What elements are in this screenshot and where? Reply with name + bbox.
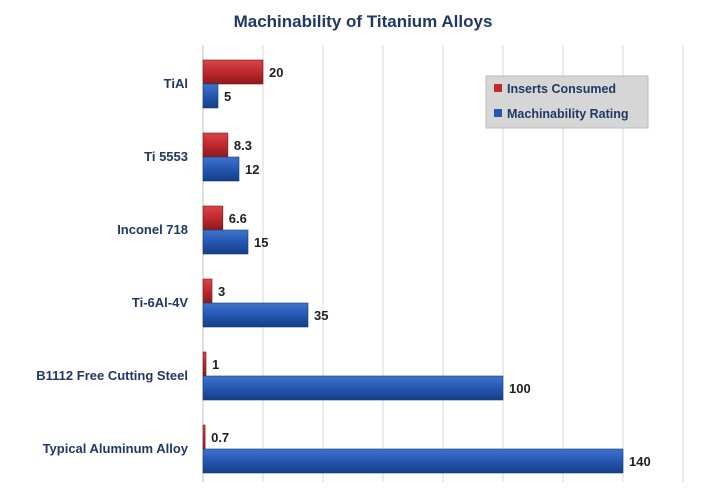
data-label: 6.6 (229, 211, 247, 226)
bar-machinability-rating (202, 156, 240, 182)
bar-machinability-rating (202, 83, 219, 109)
legend-background (485, 75, 649, 129)
legend: Inserts Consumed Machinability Rating (485, 75, 649, 129)
legend-entry: Machinability Rating (507, 107, 629, 121)
data-label: 12 (245, 162, 259, 177)
legend-entry: Inserts Consumed (507, 82, 616, 96)
bar-inserts-consumed (202, 278, 213, 304)
category-label: Ti 5553 (144, 149, 188, 164)
bar-inserts-consumed (202, 351, 207, 377)
category-label: Inconel 718 (117, 222, 188, 237)
bar-inserts-consumed (202, 132, 229, 158)
data-label: 0.7 (211, 430, 229, 445)
chart-title: Machinability of Titanium Alloys (233, 12, 493, 31)
category-label: Typical Aluminum Alloy (43, 441, 189, 456)
bar-machinability-rating (202, 448, 624, 474)
data-label: 35 (314, 308, 328, 323)
legend-swatch (494, 84, 502, 92)
bar-inserts-consumed (202, 205, 224, 231)
bar-inserts-consumed (202, 424, 206, 450)
category-label: TiAl (164, 76, 188, 91)
bar-machinability-rating (202, 302, 309, 328)
data-label: 1 (212, 357, 219, 372)
data-label: 20 (269, 65, 283, 80)
data-label: 3 (218, 284, 225, 299)
data-label: 8.3 (234, 138, 252, 153)
data-label: 15 (254, 235, 268, 250)
data-label: 100 (509, 381, 531, 396)
data-label: 5 (224, 89, 231, 104)
bar-inserts-consumed (202, 59, 264, 85)
category-label: Ti-6Al-4V (132, 295, 188, 310)
legend-swatch (494, 109, 502, 117)
category-label: B1112 Free Cutting Steel (36, 368, 188, 383)
data-label: 140 (629, 454, 651, 469)
bar-machinability-rating (202, 229, 249, 255)
bar-machinability-rating (202, 375, 504, 401)
